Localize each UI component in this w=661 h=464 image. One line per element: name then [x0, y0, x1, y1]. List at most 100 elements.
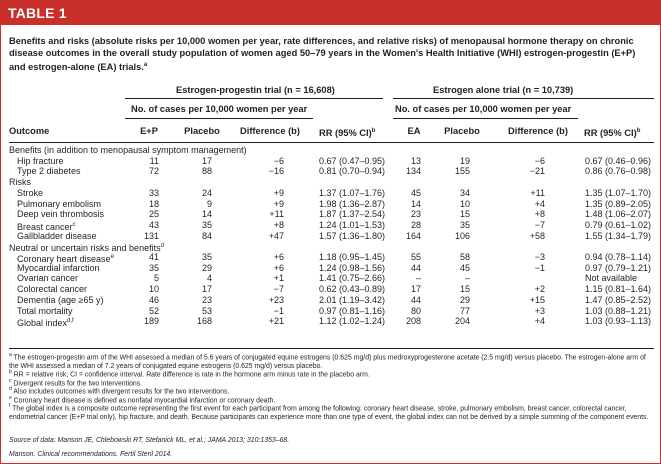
cell-rr-2: 1.55 (1.34–1.79): [585, 230, 652, 241]
cell-ea: 28: [410, 219, 421, 230]
cell-diff-2: +4: [534, 198, 545, 209]
cell-rr-2: 0.79 (0.61–1.02): [585, 219, 652, 230]
cell-rr-1: 0.81 (0.70–0.94): [319, 166, 386, 177]
cell-diff-2: +8: [534, 209, 545, 220]
cell-rr-1: 1.98 (1.36–2.87): [319, 198, 386, 209]
cell-placebo-1: 17: [201, 155, 212, 166]
ep-subheader-rule: [125, 118, 313, 119]
cell-diff-1: −1: [273, 305, 284, 316]
footnote-sup: f: [9, 403, 11, 409]
col-ea: EA: [407, 126, 421, 136]
cell-ep: 52: [148, 305, 159, 316]
cell-ep: 5: [153, 273, 159, 284]
cell-ep: 11: [149, 155, 159, 166]
col-placebo-1: Placebo: [184, 126, 220, 136]
section-title-text: Benefits (in addition to menopausal symp…: [9, 145, 247, 155]
ep-header-rule: [125, 98, 383, 99]
cell-placebo-1: 168: [196, 316, 212, 327]
cell-placebo-1: 4: [206, 273, 212, 284]
caption-sup: a: [143, 62, 148, 68]
cell-diff-2: +4: [534, 316, 545, 327]
cell-rr-1: 1.41 (0.75–2.66): [319, 273, 386, 284]
cell-placebo-2: 155: [454, 166, 470, 177]
cell-placebo-2: 58: [459, 252, 470, 262]
footnote-text: The estrogen-progestin arm of the WHI as…: [9, 354, 646, 370]
cell-ep: 35: [148, 262, 159, 273]
cell-ea: 134: [405, 166, 421, 177]
table-row: Gallbladder disease: [17, 231, 97, 241]
cell-diff-1: −7: [273, 284, 284, 295]
cell-rr-2: 1.15 (0.81–1.64): [585, 284, 652, 295]
cell-rr-1: 2.01 (1.19–3.42): [319, 294, 386, 305]
cell-outcome: Type 2 diabetes: [17, 166, 81, 177]
cell-rr-1: 1.18 (0.95–1.45): [319, 252, 386, 262]
table-caption: Benefits and risks (absolute risks per 1…: [9, 35, 654, 73]
cell-placebo-1: 88: [201, 166, 212, 177]
cell-placebo-2: 34: [459, 187, 470, 198]
cell-placebo-1: 35: [201, 252, 212, 262]
cell-diff-2: −6: [534, 155, 545, 166]
cell-placebo-1: 84: [201, 230, 212, 241]
cell-diff-2: −3: [534, 252, 545, 262]
cell-rr-1: 0.62 (0.43–0.89): [319, 284, 386, 295]
footnote: c Divergent results for the two interven…: [9, 377, 654, 389]
cell-placebo-2: 19: [459, 155, 470, 166]
footnote-sup: d: [9, 386, 12, 392]
cell-placebo-1: 23: [201, 294, 212, 305]
table-row: Deep vein thrombosis: [17, 209, 104, 219]
cell-diff-1: −16: [268, 166, 284, 177]
source-line: Source of data: Manson JE, Chlebowski RT…: [9, 437, 290, 444]
cell-diff-1: +1: [273, 273, 284, 284]
cell-rr-2: 1.03 (0.93–1.13): [585, 316, 652, 327]
col-diff-2: Difference (b): [508, 126, 568, 136]
cell-outcome: Global index: [17, 318, 68, 329]
cell-outcome: Pulmonary embolism: [17, 198, 102, 209]
cell-rr-1: 1.87 (1.37–2.54): [319, 209, 386, 220]
cell-placebo-2: 15: [459, 284, 470, 295]
ep-trial-header: Estrogen-progestin trial (n = 16,608): [176, 85, 335, 95]
cell-rr-2: 0.67 (0.46–0.96): [585, 155, 652, 166]
cell-placebo-2: 106: [454, 230, 470, 241]
footnote-text: The global index is a composite outcome …: [9, 405, 649, 421]
cell-rr-2: 1.47 (0.85–2.52): [585, 294, 652, 305]
cell-rr-2: 0.86 (0.76–0.98): [585, 166, 652, 177]
cell-diff-2: −21: [529, 166, 545, 177]
cell-ea: 164: [405, 230, 421, 241]
cell-ea: 13: [410, 155, 421, 166]
cell-ea: 17: [410, 284, 421, 295]
footnote: f The global index is a composite outcom…: [9, 402, 654, 422]
cell-diff-2: +15: [529, 294, 545, 305]
cell-outcome-sup: e: [110, 254, 114, 260]
ea-subheader-rule: [393, 118, 578, 119]
col-rr-2-sup: b: [636, 128, 641, 134]
cell-rr-2: 1.35 (1.07–1.70): [585, 187, 652, 198]
cell-outcome-sup: c: [72, 221, 76, 228]
cell-ea: 55: [410, 252, 421, 262]
table-row: Pulmonary embolism: [17, 199, 101, 209]
cell-rr-1: 1.37 (1.07–1.76): [319, 187, 386, 198]
section-title: Risks: [9, 177, 31, 187]
cell-ea: 23: [410, 209, 421, 220]
citation-line: Manson. Clinical recommendations. Fertil…: [9, 451, 173, 458]
cell-outcome: Dementia (age ≥65 y): [17, 294, 104, 305]
cell-diff-2: +58: [529, 230, 545, 241]
table-row: Breast cancerc: [17, 220, 76, 232]
footnote-sup: c: [9, 377, 12, 384]
cell-outcome: Colorectal cancer: [17, 284, 88, 295]
cell-ea: 44: [410, 294, 421, 305]
footnote-text: RR = relative risk; CI = confidence inte…: [11, 371, 370, 379]
footnote: b RR = relative risk; CI = confidence in…: [9, 368, 654, 380]
cell-placebo-1: 17: [201, 284, 212, 295]
cell-rr-2: 1.48 (1.06–2.07): [585, 209, 652, 220]
footnote-text: Also includes outcomes with divergent re…: [11, 388, 230, 396]
cell-diff-1: −6: [273, 155, 284, 166]
footnote-text: Divergent results for the two interventi…: [11, 379, 143, 387]
cell-outcome: Breast cancer: [17, 221, 73, 232]
cell-ea: –: [415, 273, 421, 284]
cell-outcome: Deep vein thrombosis: [17, 209, 105, 220]
ep-subheader: No. of cases per 10,000 women per year: [131, 104, 308, 114]
cell-placebo-2: 35: [459, 219, 470, 230]
table-row: Hip fracture: [17, 156, 64, 166]
cell-placebo-2: 204: [454, 316, 470, 327]
